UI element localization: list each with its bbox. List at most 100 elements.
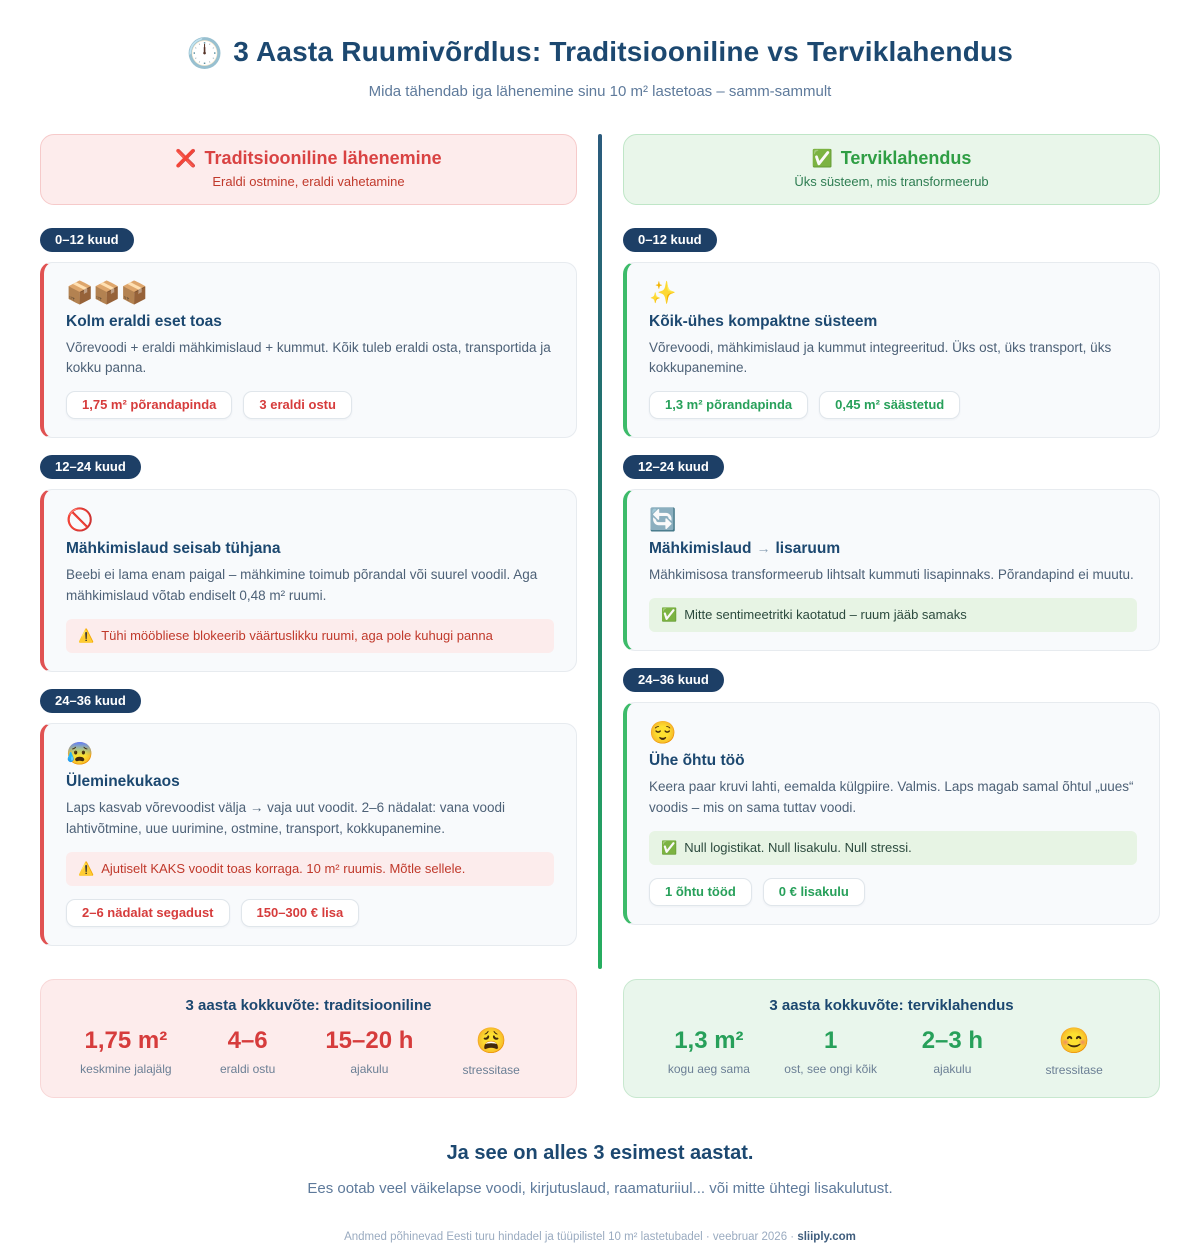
warning-note: ⚠️ Ajutiselt KAKS voodit toas korraga. 10…	[66, 852, 554, 887]
brand-name: sliiply.com	[797, 1231, 856, 1243]
success-note-text: Mitte sentimeetritki kaotatud – ruum jää…	[684, 606, 967, 622]
success-note-text: Null logistikat. Null lisakulu. Null str…	[684, 840, 912, 856]
approach-title-text: Terviklahendus	[840, 148, 972, 168]
stat-purchases: 4–6 eraldi ostu	[187, 1027, 309, 1077]
summary-card-traditional: 3 aasta kokkuvõte: traditsiooniline 1,75…	[40, 979, 577, 1099]
tag-row: 1 õhtu tööd 0 € lisakulu	[649, 878, 1137, 907]
stat-label: eraldi ostu	[219, 1062, 276, 1077]
stat-purchases: 1 ost, see ongi kõik	[770, 1027, 892, 1077]
tag-row: 1,75 m² põrandapinda 3 eraldi ostu	[66, 391, 554, 420]
phase-card-solution-1: ✨ Kõik-ühes kompaktne süsteem Võrevoodi,…	[623, 262, 1160, 439]
card-body: Beebi ei lama enam paigal – mähkimine to…	[66, 566, 538, 603]
closing-section: Ja see on alles 3 esimest aastat. Ees oo…	[40, 1142, 1160, 1197]
stat-label: stressitase	[462, 1063, 520, 1078]
cross-mark-icon: ❌	[175, 149, 197, 168]
stat-label: keskmine jalajälg	[80, 1062, 172, 1077]
check-mark-icon: ✅	[661, 606, 678, 622]
sparkles-icon: ✨	[649, 280, 677, 305]
stat-value: 2–3 h	[921, 1027, 984, 1055]
summary-row: 3 aasta kokkuvõte: traditsiooniline 1,75…	[40, 979, 1160, 1099]
smiling-face-icon: 😊	[1058, 1027, 1090, 1056]
stat-stress: 😊 stressitase	[1013, 1027, 1135, 1077]
stat-value: 1	[823, 1027, 838, 1055]
card-title: Üleminekukaos	[66, 773, 180, 791]
timeline-badge-24-36: 24–36 kuud	[623, 667, 724, 692]
card-title: Mähkimislaud → lisaruum	[649, 540, 1137, 558]
stat-value: 4–6	[227, 1027, 268, 1055]
check-mark-icon: ✅	[661, 840, 678, 856]
solution-column: ✅ Terviklahendus Üks süsteem, mis transfo…	[623, 134, 1160, 963]
card-body: Võrevoodi, mähkimislaud ja kummut integr…	[649, 339, 1112, 376]
success-note: ✅ Null logistikat. Null lisakulu. Null st…	[649, 831, 1137, 866]
timeline-badge-12-24: 12–24 kuud	[40, 455, 141, 480]
summary-stats: 1,75 m² keskmine jalajälg 4–6 eraldi ost…	[61, 1027, 556, 1077]
stat-label: ajakulu	[933, 1062, 972, 1077]
phase-card-traditional-1: 📦📦📦 Kolm eraldi eset toas Võrevoodi + er…	[40, 262, 577, 439]
approach-title-solution: ✅ Terviklahendus	[640, 148, 1143, 169]
footer-credits-text: Andmed põhinevad Eesti turu hindadel ja …	[344, 1231, 798, 1243]
approach-title-text: Traditsiooniline lähenemine	[204, 148, 442, 168]
approach-title-traditional: ❌ Traditsiooniline lähenemine	[57, 148, 560, 169]
stat-value: 1,75 m²	[84, 1027, 168, 1055]
warning-note-text: Ajutiselt KAKS voodit toas korraga. 10 m…	[101, 861, 466, 877]
stat-value: 1,3 m²	[674, 1027, 744, 1055]
tag: 3 eraldi ostu	[243, 391, 352, 420]
footer-credits: Andmed põhinevad Eesti turu hindadel ja …	[40, 1231, 1160, 1243]
summary-gap	[577, 979, 623, 1098]
check-mark-icon: ✅	[811, 149, 833, 168]
card-body: Võrevoodi + eraldi mähkimislaud + kummut…	[66, 339, 551, 376]
timeline-badge-12-24: 12–24 kuud	[623, 455, 724, 480]
tag-row: 1,3 m² põrandapinda 0,45 m² säästetud	[649, 391, 1137, 420]
page-subtitle: Mida tähendab iga lähenemine sinu 10 m² …	[368, 83, 832, 100]
summary-stats: 1,3 m² kogu aeg sama 1 ost, see ongi kõi…	[644, 1027, 1139, 1077]
boxes-icon: 📦📦📦	[66, 280, 149, 305]
divider-cell	[577, 134, 623, 970]
clock-icon: 🕛	[186, 38, 224, 70]
prohibited-icon: 🚫	[66, 507, 94, 533]
page-title: 🕛 3 Aasta Ruumivõrdlus: Traditsiooniline …	[40, 36, 1160, 71]
card-title-text: Mähkimislaud	[649, 539, 752, 557]
timeline-badge-24-36: 24–36 kuud	[40, 688, 141, 713]
card-body: Keera paar kruvi lahti, eemalda külgpiir…	[649, 779, 1134, 816]
infographic-page: 🕛 3 Aasta Ruumivõrdlus: Traditsiooniline …	[40, 36, 1160, 1243]
card-title: Mähkimislaud seisab tühjana	[66, 539, 281, 557]
stat-stress: 😩 stressitase	[430, 1027, 552, 1077]
stat-label: stressitase	[1045, 1063, 1103, 1078]
stat-footprint: 1,3 m² kogu aeg sama	[648, 1027, 770, 1077]
stat-time: 2–3 h ajakulu	[892, 1027, 1014, 1077]
summary-title: 3 aasta kokkuvõte: terviklahendus	[769, 997, 1014, 1015]
card-title: Ühe õhtu töö	[649, 752, 745, 770]
page-title-text: 3 Aasta Ruumivõrdlus: Traditsiooniline v…	[233, 36, 1014, 67]
card-body: Mähkimisosa transformeerub lihtsalt kumm…	[649, 566, 1134, 582]
card-body: Laps kasvab võrevoodist välja → vaja uut…	[66, 800, 506, 837]
column-divider	[598, 134, 602, 970]
footer-subline: Ees ootab veel väikelapse voodi, kirjutu…	[307, 1180, 893, 1198]
warning-note-text: Tühi mööbliese blokeerib väärtuslikku ru…	[101, 627, 493, 643]
stat-time: 15–20 h ajakulu	[309, 1027, 431, 1077]
page-header: 🕛 3 Aasta Ruumivõrdlus: Traditsiooniline …	[40, 36, 1160, 100]
tag-row: 2–6 nädalat segadust 150–300 € lisa	[66, 899, 554, 928]
footer-headline: Ja see on alles 3 esimest aastat.	[446, 1142, 754, 1165]
tag: 2–6 nädalat segadust	[66, 899, 230, 928]
tag: 150–300 € lisa	[240, 899, 360, 928]
phase-card-traditional-3: 😰 Üleminekukaos Laps kasvab võrevoodist …	[40, 722, 577, 947]
tag: 1,3 m² põrandapinda	[649, 391, 809, 420]
stat-value: 15–20 h	[325, 1027, 414, 1055]
timeline-badge-0-12: 0–12 kuud	[40, 228, 134, 252]
stat-footprint: 1,75 m² keskmine jalajälg	[65, 1027, 187, 1077]
phase-card-solution-3: 😌 Ühe õhtu töö Keera paar kruvi lahti, e…	[623, 701, 1160, 926]
summary-card-solution: 3 aasta kokkuvõte: terviklahendus 1,3 m²…	[623, 979, 1160, 1099]
phase-card-solution-2: 🔄 Mähkimislaud → lisaruum Mähkimisosa tran…	[623, 489, 1160, 651]
approach-subtitle-traditional: Eraldi ostmine, eraldi vahetamine	[212, 174, 405, 189]
anxious-face-icon: 😰	[66, 740, 94, 766]
relieved-face-icon: 😌	[649, 719, 677, 745]
approach-header-solution: ✅ Terviklahendus Üks süsteem, mis transfo…	[623, 134, 1160, 205]
tag: 0,45 m² säästetud	[819, 391, 961, 420]
warning-note: ⚠️ Tühi mööbliese blokeerib väärtuslikku …	[66, 618, 554, 653]
stat-label: ajakulu	[350, 1062, 389, 1077]
success-note: ✅ Mitte sentimeetritki kaotatud – ruum jä…	[649, 597, 1137, 632]
arrow-right-icon: →	[756, 539, 771, 556]
card-title: Kõik-ühes kompaktne süsteem	[649, 312, 878, 330]
summary-title: 3 aasta kokkuvõte: traditsiooniline	[185, 997, 432, 1015]
stat-label: ost, see ongi kõik	[784, 1062, 877, 1077]
